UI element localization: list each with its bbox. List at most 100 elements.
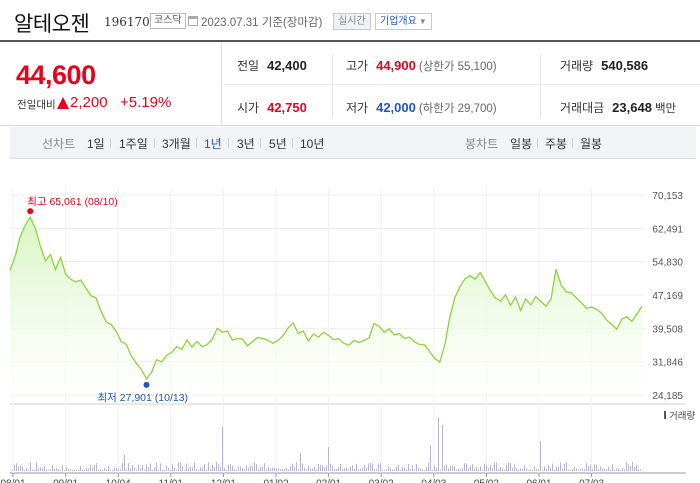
volume-bar bbox=[520, 468, 521, 471]
calendar-icon bbox=[188, 16, 198, 26]
volume-bar bbox=[538, 469, 539, 471]
lower-limit: (하한가 29,700) bbox=[418, 103, 497, 115]
tab-monthly[interactable]: 월봉 bbox=[580, 137, 603, 151]
x-tick-label: 10/04 bbox=[106, 478, 131, 483]
volume-bar bbox=[440, 469, 441, 471]
volume-bar bbox=[104, 468, 105, 471]
volume-bar bbox=[518, 469, 519, 471]
volume-bar bbox=[248, 467, 249, 471]
volume-bar bbox=[154, 467, 155, 471]
volume-bar bbox=[630, 465, 631, 471]
volume-bar bbox=[252, 466, 253, 471]
volume-bar bbox=[564, 463, 565, 471]
price-line bbox=[9, 215, 643, 380]
volume-bar bbox=[234, 469, 235, 471]
volume-bar bbox=[106, 469, 107, 471]
x-tick-label: 01/02 bbox=[263, 478, 288, 483]
realtime-button[interactable]: 실시간 bbox=[333, 13, 371, 30]
volume-bar bbox=[594, 464, 595, 471]
volume-bar bbox=[582, 468, 583, 471]
volume-bar bbox=[566, 462, 567, 471]
volume-bar bbox=[24, 469, 25, 471]
volume-bar bbox=[494, 462, 495, 471]
volume-bar bbox=[352, 465, 353, 471]
volume-bar bbox=[512, 468, 513, 471]
volume-bar bbox=[616, 468, 617, 471]
current-price-panel: 44,600 전일대비 2,200 +5.19% bbox=[0, 42, 222, 126]
volume-bar bbox=[120, 469, 121, 471]
volume-bar bbox=[568, 469, 569, 471]
volume-bar bbox=[58, 469, 59, 471]
volume-bar bbox=[12, 469, 13, 471]
volume-bar bbox=[554, 469, 555, 471]
volume-bar bbox=[596, 464, 597, 471]
volume-bar bbox=[270, 468, 271, 471]
volume-bar bbox=[346, 467, 347, 471]
volume-bar bbox=[34, 469, 35, 471]
tab-1d[interactable]: 1일 bbox=[87, 137, 105, 151]
volume-bar bbox=[310, 468, 311, 471]
volume-bar bbox=[418, 467, 419, 471]
volume-bar bbox=[254, 462, 255, 471]
tab-1y[interactable]: 1년 bbox=[204, 137, 222, 151]
volume-bar bbox=[98, 469, 99, 471]
volume-bar bbox=[482, 469, 483, 471]
volume-bar bbox=[188, 468, 189, 471]
tab-daily[interactable]: 일봉 bbox=[510, 137, 533, 151]
low-value: 42,000 bbox=[376, 100, 416, 115]
volume-bar bbox=[548, 464, 549, 471]
volume-bar bbox=[190, 467, 191, 471]
volume-bar bbox=[264, 463, 265, 471]
volume-bar bbox=[260, 466, 261, 471]
tab-1w[interactable]: 1주일 bbox=[119, 137, 148, 151]
tab-10y[interactable]: 10년 bbox=[300, 137, 325, 151]
y-tick-label: 62,491 bbox=[652, 224, 683, 235]
volume-bar bbox=[360, 468, 361, 471]
volume-bar bbox=[14, 464, 15, 471]
volume-bar bbox=[180, 462, 181, 471]
volume-bar bbox=[114, 468, 115, 471]
volume-bar bbox=[362, 468, 363, 471]
tab-5y[interactable]: 5년 bbox=[269, 137, 287, 151]
volume-bar bbox=[410, 468, 411, 471]
volume-bar bbox=[324, 467, 325, 471]
volume-bar bbox=[466, 463, 467, 471]
tab-3m[interactable]: 3개월 bbox=[162, 137, 191, 151]
volume-bar bbox=[354, 468, 355, 471]
volume-bar bbox=[218, 464, 219, 471]
volume-bar bbox=[192, 467, 193, 471]
tab-3y[interactable]: 3년 bbox=[237, 137, 255, 151]
volume-bar bbox=[96, 463, 97, 471]
amount-value: 23,648 bbox=[612, 100, 652, 115]
volume-bar bbox=[478, 469, 479, 471]
volume-bar bbox=[394, 469, 395, 471]
volume-bar bbox=[230, 464, 231, 471]
volume-bar bbox=[174, 468, 175, 471]
volume-bar bbox=[334, 469, 335, 471]
volume-bar bbox=[438, 417, 439, 471]
volume-bar bbox=[560, 462, 561, 471]
open-label: 시가 bbox=[237, 101, 260, 115]
volume-bar bbox=[504, 469, 505, 471]
chart-period-tabs: 선차트 1일 1주일 3개월 1년 3년 5년 10년 봉차트 일봉 주봉 월봉 bbox=[10, 127, 696, 159]
volume-bar bbox=[76, 469, 77, 471]
volume-bar bbox=[602, 468, 603, 471]
tab-divider bbox=[110, 138, 111, 148]
volume-bar bbox=[636, 465, 637, 471]
volume-bar bbox=[140, 468, 141, 471]
volume-bar bbox=[164, 469, 165, 471]
volume-bar bbox=[598, 468, 599, 471]
price-chart[interactable]: 70,153 62,491 54,830 47,169 39,508 31,846 24,1… bbox=[0, 175, 700, 483]
company-overview-button[interactable]: 기업개요 ▼ bbox=[375, 13, 432, 30]
volume-bar bbox=[48, 469, 49, 471]
y-tick-label: 24,185 bbox=[652, 391, 683, 402]
tab-weekly[interactable]: 주봉 bbox=[545, 137, 568, 151]
volume-bar bbox=[272, 467, 273, 471]
volume-bar bbox=[42, 468, 43, 471]
volume-bar bbox=[242, 468, 243, 471]
volume-bar bbox=[286, 467, 287, 471]
volume-bar bbox=[202, 467, 203, 471]
volume-bar bbox=[496, 462, 497, 471]
price-summary: 44,600 전일대비 2,200 +5.19% 전일 42,400 고가 44,9… bbox=[0, 40, 700, 126]
volume-bar bbox=[462, 468, 463, 471]
